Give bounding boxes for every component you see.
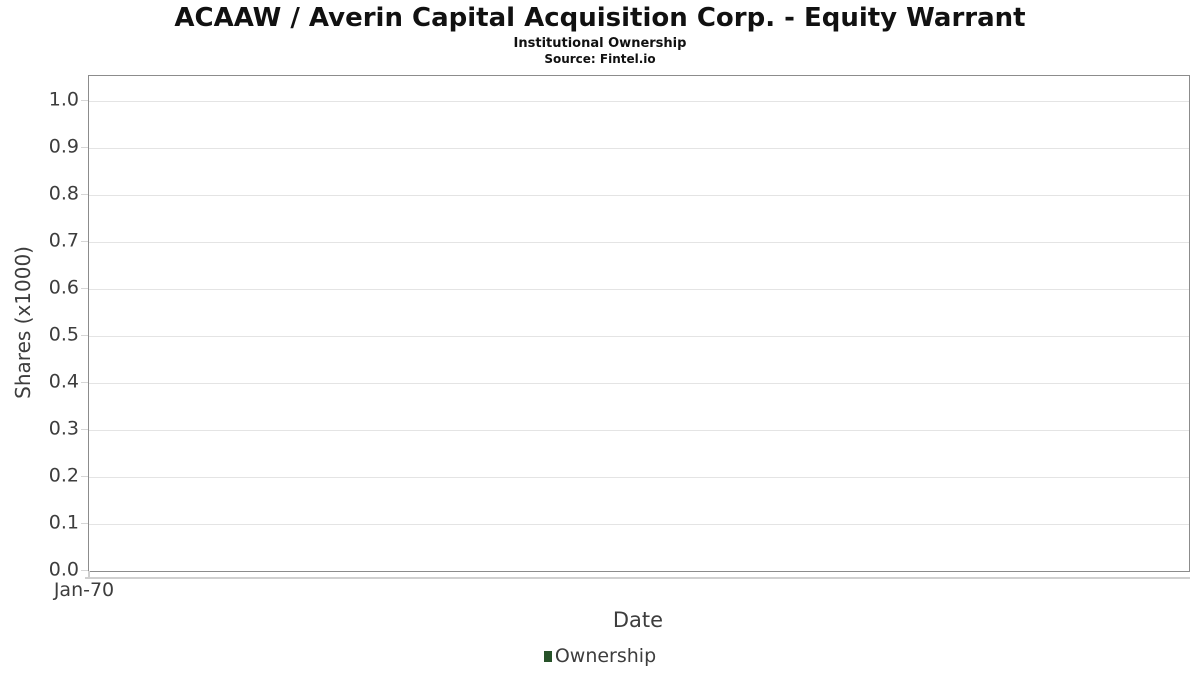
- legend-item-ownership[interactable]: Ownership: [0, 646, 1200, 667]
- gridline-y-0.2: [89, 477, 1189, 478]
- y-tick-label-0.4: 0.4: [48, 370, 79, 393]
- y-tick-mark-0.7: [81, 241, 88, 242]
- y-tick-label-0.7: 0.7: [48, 229, 79, 252]
- y-tick-mark-0.8: [81, 194, 88, 195]
- chart-source: Source: Fintel.io: [544, 52, 656, 66]
- gridline-y-0.5: [89, 336, 1189, 337]
- y-tick-mark-0.1: [81, 523, 88, 524]
- y-tick-label-0.1: 0.1: [48, 511, 79, 534]
- gridline-y-1.0: [89, 101, 1189, 102]
- legend-label-ownership: Ownership: [554, 645, 657, 667]
- y-tick-mark-0.6: [81, 288, 88, 289]
- y-tick-mark-0.3: [81, 429, 88, 430]
- legend-swatch-ownership: [543, 650, 552, 662]
- gridline-y-0.3: [89, 430, 1189, 431]
- x-tick-label-jan-70: Jan-70: [53, 579, 115, 601]
- gridline-y-0.6: [89, 289, 1189, 290]
- y-tick-label-0.3: 0.3: [48, 417, 79, 440]
- gridline-y-0.7: [89, 242, 1189, 243]
- y-tick-mark-0.0: [81, 570, 88, 571]
- gridline-y-0.9: [89, 148, 1189, 149]
- x-tick-mark-jan-70: [88, 571, 90, 578]
- y-tick-mark-0.4: [81, 382, 88, 383]
- y-tick-mark-0.9: [81, 147, 88, 148]
- y-tick-mark-1.0: [81, 100, 88, 101]
- y-tick-label-0.2: 0.2: [48, 464, 79, 487]
- x-axis-title: Date: [612, 608, 664, 632]
- gridline-y-0.4: [89, 383, 1189, 384]
- y-tick-label-0.9: 0.9: [48, 135, 79, 158]
- gridline-y-0.8: [89, 195, 1189, 196]
- chart-subtitle: Institutional Ownership: [513, 36, 687, 51]
- plot-area: [85, 75, 1190, 579]
- y-tick-mark-0.5: [81, 335, 88, 336]
- y-tick-label-0.6: 0.6: [48, 276, 79, 299]
- y-tick-mark-0.2: [81, 476, 88, 477]
- x-axis-line: [85, 577, 1190, 579]
- y-tick-label-0.0: 0.0: [48, 558, 79, 581]
- gridline-y-0.1: [89, 524, 1189, 525]
- chart-title: ACAAW / Averin Capital Acquisition Corp.…: [174, 3, 1026, 33]
- y-tick-label-0.5: 0.5: [48, 323, 79, 346]
- y-tick-label-0.8: 0.8: [48, 182, 79, 205]
- y-tick-label-1.0: 1.0: [48, 88, 79, 111]
